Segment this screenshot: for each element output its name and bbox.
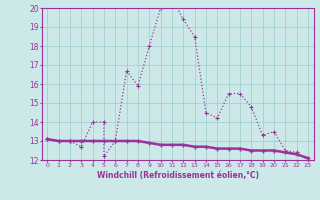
X-axis label: Windchill (Refroidissement éolien,°C): Windchill (Refroidissement éolien,°C) xyxy=(97,171,259,180)
